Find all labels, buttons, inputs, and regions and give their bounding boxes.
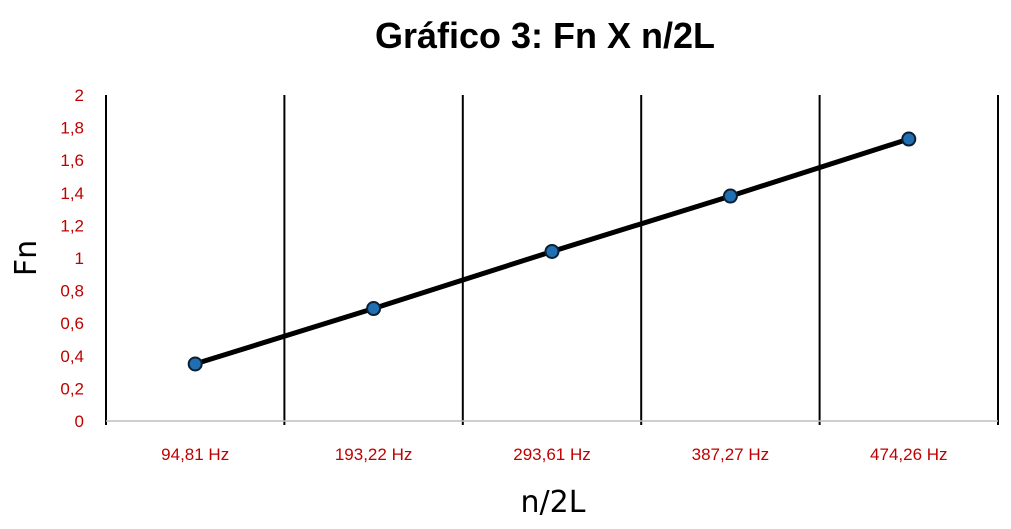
y-tick-label: 0,6 — [60, 314, 84, 333]
x-tick-label: 293,61 Hz — [513, 445, 591, 464]
data-point — [901, 131, 917, 147]
x-axis-label: n/2L — [521, 485, 586, 520]
y-tick-label: 1 — [75, 249, 84, 268]
x-tick-label: 94,81 Hz — [161, 445, 229, 464]
data-point — [187, 356, 203, 372]
y-axis-label: Fn — [9, 240, 44, 276]
plot-area: 0 0,2 0,4 0,6 0,8 1 1,2 1,4 1,6 1,8 2 94,81 Hz 193,2… — [60, 86, 999, 464]
y-tick-label: 0,2 — [60, 379, 84, 398]
chart-title: Gráfico 3: Fn X n/2L — [375, 15, 715, 56]
x-tick-label: 193,22 Hz — [335, 445, 413, 464]
y-tick-label: 1,2 — [60, 216, 84, 235]
data-point — [544, 243, 560, 259]
y-tick-label: 1,4 — [60, 184, 84, 203]
y-tick-label: 2 — [75, 86, 84, 105]
y-tick-label: 0,8 — [60, 282, 84, 301]
y-tick-label: 0 — [75, 412, 84, 431]
y-tick-label: 1,8 — [60, 119, 84, 138]
y-tick-label: 1,6 — [60, 151, 84, 170]
data-point — [366, 301, 382, 317]
x-tick-label: 387,27 Hz — [692, 445, 770, 464]
x-tick-label: 474,26 Hz — [870, 445, 948, 464]
y-tick-label: 0,4 — [60, 347, 84, 366]
data-point — [722, 188, 738, 204]
